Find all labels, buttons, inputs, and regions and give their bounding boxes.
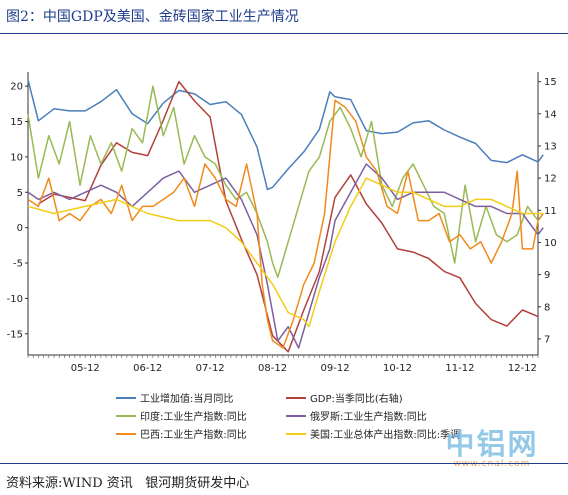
x-tick-label: 06-12: [133, 363, 162, 374]
series-line-6: [27, 177, 544, 328]
left-tick-label: -15: [7, 329, 23, 340]
legend-item: 俄罗斯:工业生产指数:同比: [286, 408, 427, 423]
legend-swatch: [116, 396, 136, 399]
watermark-text: 中铝网: [445, 427, 539, 461]
legend-item: GDP:当季同比(右轴): [286, 390, 403, 405]
left-tick-label: 10: [10, 152, 23, 163]
legend-swatch: [116, 414, 136, 417]
line-chart: 20 15 10 5 0 -5 -10 -15 15 14 13 12 11 10 9 8 7 05-12 06-1…: [7, 72, 557, 374]
series-line-2: [38, 80, 539, 353]
x-tick-label: 05-12: [71, 363, 100, 374]
left-tick-label: 15: [10, 117, 23, 128]
x-tick-label: 08-12: [258, 363, 287, 374]
chart-series: [27, 79, 544, 353]
left-tick-label: -5: [13, 259, 23, 270]
legend-item: 工业增加值:当月同比: [116, 390, 233, 405]
footer-rule: [0, 463, 568, 464]
right-tick-label: 8: [544, 302, 550, 313]
watermark-logo: 中铝网 www.cnal.com: [436, 421, 548, 469]
x-tick-label: 10-12: [383, 363, 412, 374]
right-tick-label: 13: [544, 141, 557, 152]
legend-swatch: [286, 414, 306, 417]
legend-swatch: [116, 432, 136, 435]
legend-item: 巴西:工业生产指数:同比: [116, 426, 247, 441]
right-tick-label: 15: [544, 77, 557, 88]
right-tick-label: 7: [544, 334, 550, 345]
legend-label: 巴西:工业生产指数:同比: [140, 430, 247, 441]
legend-label: GDP:当季同比(右轴): [310, 394, 403, 405]
x-tick-label: 11-12: [445, 363, 474, 374]
figure-title: 图2：中国GDP及美国、金砖国家工业生产情况: [6, 9, 299, 25]
legend-item: 印度:工业生产指数:同比: [116, 408, 247, 423]
left-tick-label: 0: [17, 223, 23, 234]
legend-swatch: [286, 396, 306, 399]
watermark-url: www.cnal.com: [453, 459, 531, 469]
right-tick-label: 9: [544, 270, 550, 281]
series-line-1: [27, 79, 544, 191]
left-tick-label: 5: [17, 188, 23, 199]
left-tick-label: -10: [7, 294, 23, 305]
series-line-4: [27, 163, 544, 349]
right-tick-label: 10: [544, 238, 557, 249]
right-tick-label: 11: [544, 206, 557, 217]
series-line-3: [27, 85, 544, 278]
legend-label: 美国:工业总体产出指数:同比:季调: [310, 430, 461, 441]
legend-swatch: [286, 432, 306, 435]
legend-label: 工业增加值:当月同比: [140, 394, 234, 405]
source-note: 资料来源:WIND 资讯 银河期货研发中心: [6, 476, 250, 491]
legend-label: 印度:工业生产指数:同比: [140, 412, 247, 423]
right-tick-label: 14: [544, 109, 557, 120]
x-tick-label: 07-12: [196, 363, 225, 374]
right-tick-label: 12: [544, 174, 557, 185]
x-tick-label: 12-12: [508, 363, 537, 374]
series-line-5: [27, 99, 544, 349]
chart-axes: 20 15 10 5 0 -5 -10 -15 15 14 13 12 11 10 9 8 7 05-12 06-1…: [7, 72, 557, 374]
legend-label: 俄罗斯:工业生产指数:同比: [310, 412, 427, 423]
left-tick-label: 20: [10, 82, 23, 93]
legend-item: 美国:工业总体产出指数:同比:季调: [286, 426, 460, 441]
title-rule: [0, 33, 568, 34]
x-tick-label: 09-12: [321, 363, 350, 374]
